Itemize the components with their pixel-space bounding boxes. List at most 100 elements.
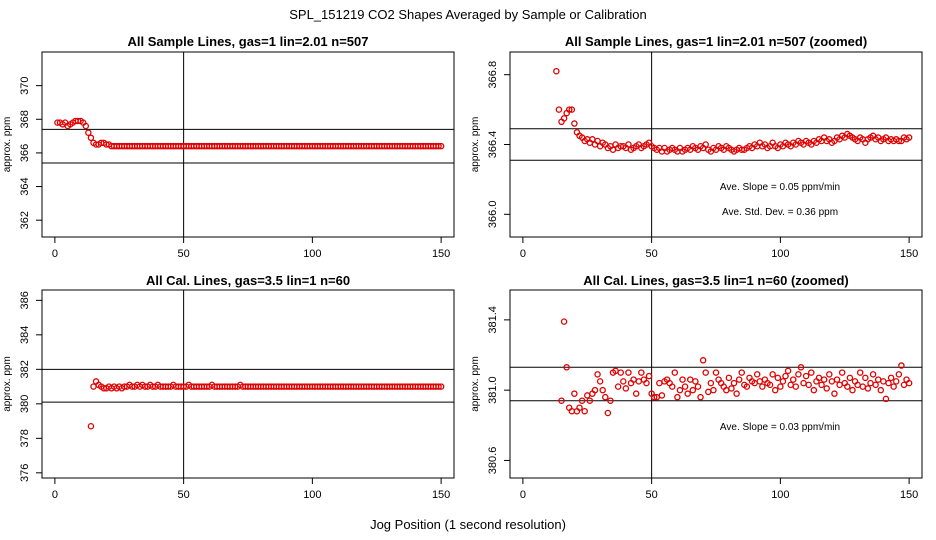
y-tick-label: 376: [19, 464, 31, 482]
y-tick-label: 381.4: [487, 306, 499, 334]
data-point: [777, 383, 784, 390]
data-point: [895, 137, 903, 145]
data-point: [795, 371, 802, 378]
data-point: [87, 423, 95, 430]
data-point: [620, 378, 627, 385]
data-point: [895, 371, 903, 378]
data-point: [784, 367, 792, 375]
data-point: [831, 390, 838, 397]
data-point: [877, 386, 885, 394]
data-point: [828, 378, 836, 385]
data-point: [681, 383, 689, 390]
data-point: [728, 385, 735, 392]
y-tick-label: 366: [19, 144, 31, 162]
data-point: [594, 371, 601, 378]
x-tick-label: 50: [646, 489, 658, 501]
data-point: [702, 369, 709, 376]
data-point: [905, 379, 913, 387]
y-tick-label: 366.8: [487, 61, 499, 89]
data-point: [650, 393, 658, 401]
panel-title: All Cal. Lines, gas=3.5 lin=1 n=60 (zoom…: [583, 273, 849, 288]
data-point: [862, 374, 869, 382]
data-point: [602, 393, 609, 401]
data-point: [900, 381, 908, 389]
data-point: [699, 357, 707, 364]
y-tick-label: 366.0: [487, 201, 499, 229]
x-tick-label: 100: [771, 489, 789, 501]
data-point: [818, 381, 825, 389]
data-point: [656, 379, 663, 387]
data-point: [622, 385, 630, 392]
y-axis-label: approx. ppm: [2, 356, 13, 412]
panel-4: All Cal. Lines, gas=3.5 lin=1 n=60 (zoom…: [470, 273, 923, 501]
data-point: [882, 395, 890, 403]
data-point: [697, 393, 704, 401]
data-point: [576, 404, 583, 411]
x-tick-label: 100: [303, 489, 321, 501]
data-point: [838, 369, 846, 376]
data-point: [578, 397, 586, 404]
y-tick-label: 368: [19, 110, 31, 128]
x-tick-label: 150: [900, 248, 918, 260]
figure-title: SPL_151219 CO2 Shapes Averaged by Sample…: [289, 7, 647, 22]
data-point: [707, 379, 715, 387]
data-point: [771, 386, 779, 394]
data-point: [833, 376, 841, 383]
data-point: [872, 381, 879, 389]
plot-frame: [41, 51, 455, 238]
data-point: [766, 381, 774, 389]
plot-frame: [41, 289, 455, 479]
data-point: [658, 392, 666, 399]
data-point: [905, 134, 913, 141]
data-point: [632, 390, 640, 397]
x-tick-label: 0: [520, 248, 526, 260]
data-point: [563, 364, 570, 371]
data-point: [674, 393, 681, 401]
data-point: [867, 379, 874, 387]
data-point: [849, 386, 856, 394]
data-point: [893, 378, 900, 385]
annotation: Ave. Std. Dev. = 0.36 ppm: [722, 207, 838, 218]
data-point: [779, 378, 787, 385]
data-point: [437, 142, 445, 150]
x-tick-label: 0: [520, 489, 526, 501]
data-point: [880, 378, 887, 385]
data-point: [836, 381, 843, 389]
figure-xlabel: Jog Position (1 second resolution): [370, 517, 566, 532]
data-point: [800, 379, 807, 387]
data-point: [679, 376, 686, 383]
x-tick-label: 150: [432, 489, 450, 501]
data-point: [733, 390, 740, 397]
data-point: [790, 376, 797, 383]
data-point: [735, 376, 743, 383]
data-point: [581, 407, 588, 415]
data-point: [787, 381, 794, 389]
data-point: [730, 379, 738, 387]
panel-3: All Cal. Lines, gas=3.5 lin=1 n=60 0 50 100…: [2, 273, 455, 501]
y-tick-label: 384: [19, 326, 31, 344]
data-point: [782, 372, 789, 380]
y-tick-label: 380: [19, 395, 31, 413]
data-point: [560, 115, 568, 122]
data-point: [887, 374, 895, 382]
data-point: [712, 369, 720, 376]
data-point: [617, 369, 624, 376]
data-point: [571, 120, 578, 127]
data-point: [810, 386, 818, 394]
data-point: [584, 392, 591, 399]
data-point: [82, 122, 90, 130]
data-point: [710, 386, 717, 394]
data-point: [87, 134, 95, 142]
data-point: [560, 318, 568, 325]
data-point: [856, 369, 864, 376]
panel-2: All Sample Lines, gas=1 lin=2.01 n=507 (…: [470, 34, 923, 260]
annotation: Ave. Slope = 0.05 ppm/min: [720, 182, 840, 193]
data-point: [759, 383, 766, 390]
y-axis-label: approx. ppm: [2, 117, 13, 173]
data-point: [874, 376, 882, 383]
x-tick-label: 0: [52, 248, 58, 260]
panel-title: All Sample Lines, gas=1 lin=2.01 n=507: [128, 34, 369, 49]
data-point: [769, 371, 776, 378]
data-point: [591, 386, 599, 394]
